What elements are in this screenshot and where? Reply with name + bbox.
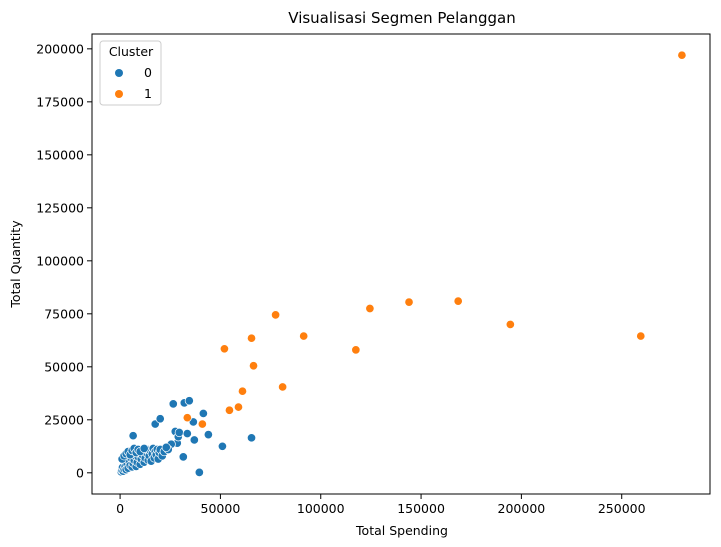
data-point-cluster-1 [365, 303, 375, 314]
y-tick-label: 100000 [36, 253, 84, 268]
data-point-cluster-1 [197, 419, 207, 429]
y-tick-label: 50000 [44, 359, 84, 374]
data-point-cluster-1 [182, 413, 192, 423]
legend-label-cluster-1: 1 [144, 86, 152, 101]
y-tick-label: 125000 [36, 200, 84, 215]
data-point-cluster-1 [505, 319, 515, 329]
data-point-cluster-1 [237, 386, 248, 396]
legend-marker-cluster-0 [115, 69, 123, 77]
x-tick-label: 50000 [201, 501, 241, 516]
data-point-cluster-1 [233, 402, 244, 412]
data-point-cluster-1 [271, 310, 281, 320]
data-point-cluster-0 [194, 467, 204, 477]
x-axis-label: Total Spending [355, 523, 448, 538]
data-point-cluster-1 [224, 405, 234, 415]
y-tick-label: 175000 [36, 94, 84, 109]
data-points [116, 50, 687, 477]
x-tick-label: 100000 [297, 501, 345, 516]
plot-frame [91, 33, 711, 495]
data-point-cluster-1 [219, 344, 229, 354]
y-axis-label: Total Quantity [8, 220, 23, 309]
data-point-cluster-0 [161, 442, 171, 452]
y-axis: 0 25000 50000 75000 100000 125000 150000 175000… [36, 41, 92, 480]
x-tick-label: 0 [116, 501, 124, 516]
legend-marker-cluster-1 [115, 90, 123, 98]
data-point-cluster-1 [677, 50, 687, 60]
legend: Cluster 0 1 [99, 40, 162, 106]
data-point-cluster-1 [246, 333, 257, 343]
data-point-cluster-1 [404, 297, 414, 307]
legend-title: Cluster [109, 44, 154, 59]
data-point-cluster-0 [184, 396, 194, 406]
data-point-cluster-0 [189, 435, 199, 445]
data-point-cluster-1 [636, 331, 646, 341]
y-tick-label: 200000 [36, 41, 84, 56]
y-tick-label: 0 [76, 465, 84, 480]
data-point-cluster-1 [351, 345, 361, 355]
legend-box [99, 40, 162, 106]
y-tick-label: 25000 [44, 412, 84, 427]
x-tick-label: 150000 [397, 501, 445, 516]
data-point-cluster-0 [128, 431, 138, 441]
data-point-cluster-1 [278, 382, 288, 392]
data-point-cluster-1 [248, 361, 259, 371]
data-point-cluster-0 [139, 443, 149, 453]
data-point-cluster-0 [217, 441, 227, 451]
data-point-cluster-0 [155, 414, 165, 424]
x-tick-label: 200000 [498, 501, 546, 516]
x-axis: 0 50000 100000 150000 200000 250000 [116, 494, 646, 516]
data-point-cluster-0 [246, 433, 257, 443]
legend-label-cluster-0: 0 [144, 65, 152, 80]
x-tick-label: 250000 [598, 501, 646, 516]
data-point-cluster-0 [174, 427, 184, 438]
data-point-cluster-1 [453, 296, 463, 306]
chart-title: Visualisasi Segmen Pelanggan [288, 9, 515, 27]
y-tick-label: 150000 [36, 147, 84, 162]
data-point-cluster-0 [182, 429, 192, 439]
data-point-cluster-0 [168, 399, 178, 409]
data-point-cluster-0 [198, 408, 208, 418]
y-tick-label: 75000 [44, 306, 84, 321]
data-point-cluster-0 [178, 452, 188, 462]
data-point-cluster-0 [203, 430, 213, 440]
data-point-cluster-1 [299, 331, 309, 341]
